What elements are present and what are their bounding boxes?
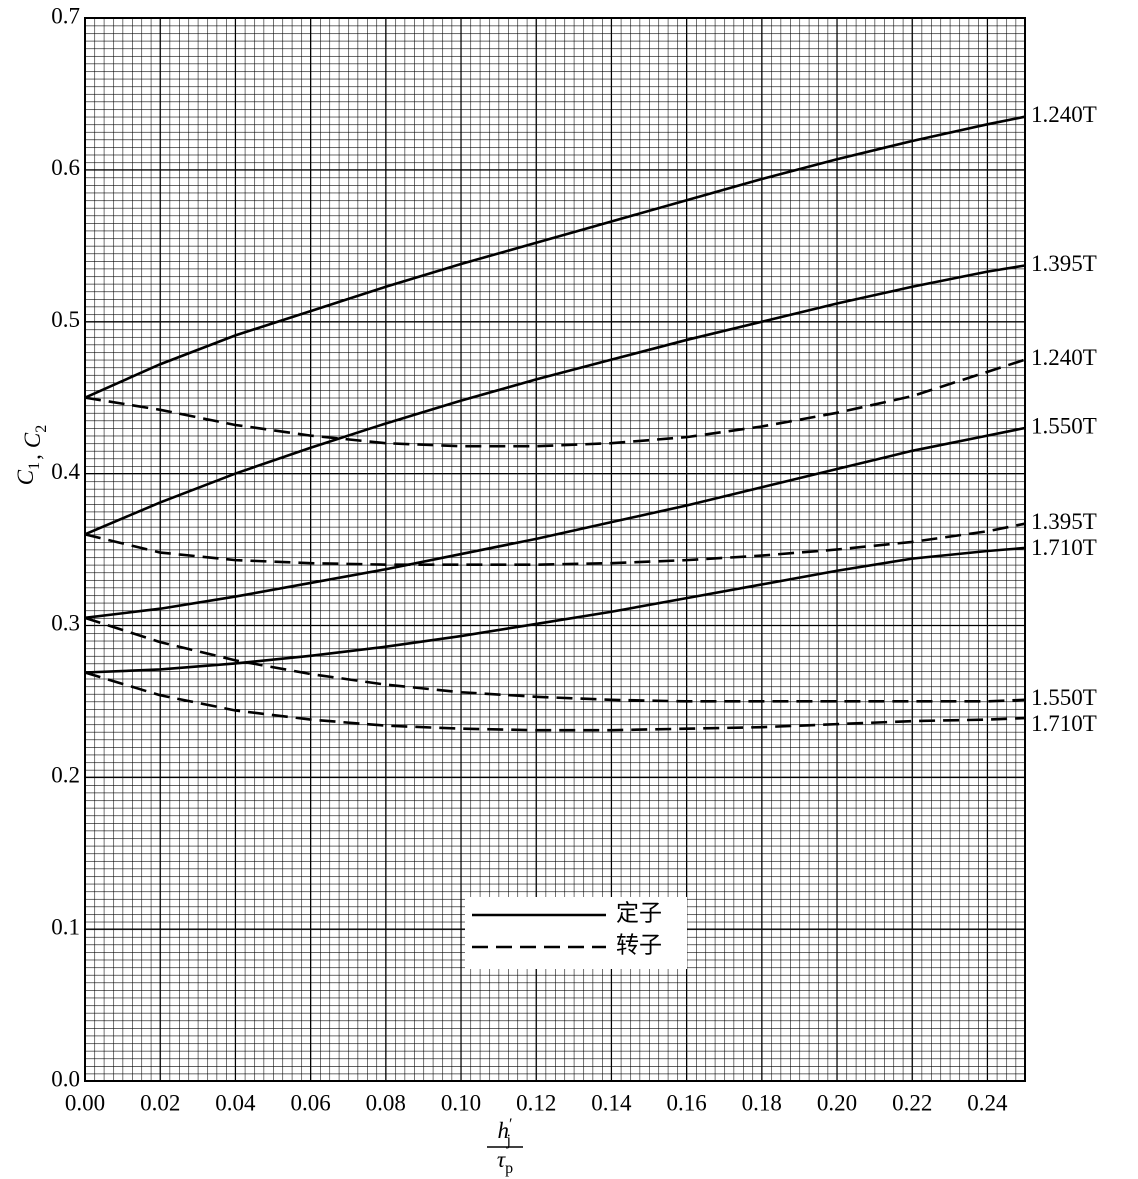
y-label-symbol: C <box>13 469 38 485</box>
curve <box>84 426 1026 620</box>
x-tick-label: 0.12 <box>516 1090 556 1115</box>
y-label-symbol: C <box>20 432 45 448</box>
x-tick-label: 0.22 <box>892 1090 932 1115</box>
x-label-numerator: h′ j <box>498 1116 513 1149</box>
x-tick-label: 0.06 <box>290 1090 330 1115</box>
x-tick-label: 0.08 <box>366 1090 406 1115</box>
y-tick-label: 0.3 <box>51 611 80 636</box>
legend-box <box>465 897 687 969</box>
y-tick-label: 0.6 <box>51 155 80 180</box>
x-label-symbol: τ <box>497 1147 506 1172</box>
x-tick-label: 0.20 <box>817 1090 857 1115</box>
curve <box>84 522 1026 566</box>
series-label: 1.550T <box>1031 685 1097 710</box>
legend-label: 定子 <box>616 900 662 925</box>
y-tick-label: 0.7 <box>51 3 80 28</box>
series-label: 1.240T <box>1031 102 1097 127</box>
curve <box>84 115 1026 399</box>
x-tick-label: 0.10 <box>441 1090 481 1115</box>
curve <box>84 616 1026 703</box>
series-label: 1.710T <box>1031 535 1097 560</box>
y-label-sub: 1 <box>26 462 43 470</box>
y-tick-label: 0.5 <box>51 307 80 332</box>
series-label: 1.550T <box>1031 413 1097 438</box>
plot-frame <box>84 17 1026 1082</box>
x-tick-label: 0.04 <box>215 1090 256 1115</box>
series-label: 1.240T <box>1031 345 1097 370</box>
x-tick-label: 0.00 <box>65 1090 105 1115</box>
y-tick-label: 0.1 <box>51 914 80 939</box>
y-tick-label: 0.2 <box>51 763 80 788</box>
y-tick-label: 0.0 <box>51 1066 80 1091</box>
x-label-sub: p <box>505 1160 513 1177</box>
curve <box>84 358 1026 448</box>
curve <box>84 671 1026 732</box>
x-tick-label: 0.18 <box>742 1090 782 1115</box>
y-label-separator: , <box>20 454 45 460</box>
x-label-prime: ′ <box>509 1116 513 1133</box>
x-tick-label: 0.24 <box>967 1090 1008 1115</box>
series-label: 1.395T <box>1031 251 1097 276</box>
x-label-denominator: τp <box>497 1147 513 1176</box>
series-label: 1.395T <box>1031 509 1097 534</box>
x-tick-label: 0.02 <box>140 1090 180 1115</box>
x-tick-label: 0.14 <box>591 1090 632 1115</box>
legend-label: 转子 <box>616 932 662 957</box>
curve <box>84 264 1026 536</box>
series-label: 1.710T <box>1031 711 1097 736</box>
y-tick-label: 0.4 <box>51 459 80 484</box>
y-axis-label: C1,C2 <box>13 425 49 485</box>
x-label-symbol: h <box>498 1118 510 1143</box>
x-tick-label: 0.16 <box>666 1090 706 1115</box>
x-label-sub: j <box>506 1132 511 1149</box>
y-label-sub: 2 <box>33 425 50 433</box>
